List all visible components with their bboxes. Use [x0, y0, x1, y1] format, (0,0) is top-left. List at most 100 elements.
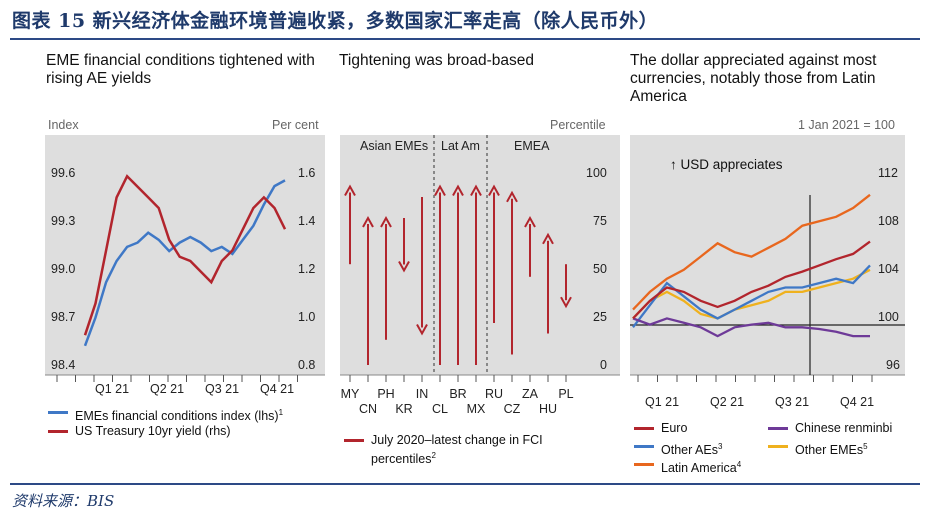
panel2-country-label: IN — [416, 387, 429, 401]
panel2-y-tick: 100 — [586, 166, 607, 180]
legend-swatch — [344, 439, 364, 442]
panel3-title: The dollar appreciated against most curr… — [630, 52, 877, 105]
panel2-y-tick: 25 — [593, 310, 607, 324]
panel1-right-tick: 1.0 — [298, 310, 315, 324]
panel3-y-tick: 108 — [878, 214, 899, 228]
panel3-x-tick: Q1 21 — [645, 395, 679, 409]
fci-arrow-in — [416, 197, 428, 336]
fci-arrow-ru — [488, 184, 500, 323]
panel2-group-label: Asian EMEs — [360, 139, 428, 153]
legend-label: Chinese renminbi — [795, 421, 893, 435]
panel2-country-label: BR — [449, 387, 466, 401]
panel3-line-latin-america — [632, 193, 871, 311]
fci-arrow-mx — [470, 184, 482, 365]
panel2-country-label: PL — [558, 387, 573, 401]
source-note: 资料来源：BIS — [12, 492, 115, 510]
panel1-eme-fci-line — [83, 179, 286, 347]
panel1-left-tick: 98.7 — [51, 310, 75, 324]
panel1-left-tick: 99.0 — [51, 262, 75, 276]
panel3-line-other-aes — [632, 264, 871, 328]
panel2-group-label: Lat Am — [441, 139, 480, 153]
legend-swatch — [634, 463, 654, 466]
panel2-title: Tightening was broad-based — [339, 52, 535, 69]
panel2-country-label: CL — [432, 402, 448, 415]
legend-swatch — [634, 427, 654, 430]
panel1-x-tick: Q3 21 — [205, 382, 239, 396]
panel1-left-tick: 98.4 — [51, 358, 75, 372]
fci-arrow-kr — [398, 218, 410, 273]
panel1-right-tick: 0.8 — [298, 358, 315, 372]
panel2-group-label: EMEA — [514, 139, 550, 153]
legend-note: 5 — [863, 442, 868, 451]
panel2-plot-area — [340, 135, 620, 375]
panel1-left-tick: 99.3 — [51, 214, 75, 228]
panel2-country-label: MY — [341, 387, 360, 401]
panel2-country-label: PH — [377, 387, 394, 401]
panel1-plot-area — [45, 135, 325, 375]
panel1-legend-eme-fci: EMEs financial conditions index (lhs)1 — [48, 405, 283, 424]
panel2-country-label: CZ — [504, 402, 521, 415]
panel1-title: EME financial conditions tightened with … — [46, 52, 315, 87]
legend-swatch — [634, 445, 654, 448]
panel2-y-tick: 50 — [593, 262, 607, 276]
panel3-x-tick: Q2 21 — [710, 395, 744, 409]
panel3-line-other-emes — [632, 268, 871, 320]
panel3-legend-euro: Euro — [634, 421, 687, 436]
legend-note: 3 — [717, 442, 723, 451]
fci-arrow-cz — [506, 190, 518, 355]
legend-swatch — [48, 411, 68, 414]
legend-swatch — [48, 430, 68, 433]
panel2-country-label: CN — [359, 402, 377, 415]
panel3-x-tick: Q3 21 — [775, 395, 809, 409]
panel1-legend-us-yield: US Treasury 10yr yield (rhs) — [48, 424, 231, 439]
panel2-chart: Asian EMEs Lat Am EMEA MY PH IN BR RU ZA PL CN K… — [340, 135, 620, 415]
panel1-right-tick: 1.6 — [298, 166, 315, 180]
legend-label: Other EMEs — [795, 443, 864, 458]
panel1-right-unit: Per cent — [272, 118, 319, 132]
panel1-right-tick: 1.2 — [298, 262, 315, 276]
legend-label: Latin America — [661, 461, 737, 476]
panel2-legend: July 2020–latest change in FCI percentil… — [344, 433, 584, 467]
panel1-us-yield-line — [83, 174, 287, 336]
panel1-right-tick: 1.4 — [298, 214, 315, 228]
panel3-x-tick: Q4 21 — [840, 395, 874, 409]
legend-label: July 2020–latest change in FCI percentil… — [371, 433, 543, 467]
panel2-country-label: MX — [467, 402, 486, 415]
footer-rule — [10, 483, 920, 485]
panel1-x-tick: Q4 21 — [260, 382, 294, 396]
panel3-right-unit: 1 Jan 2021 = 100 — [798, 118, 895, 132]
panel3-y-tick: 104 — [878, 262, 899, 276]
panel2-y-tick: 75 — [593, 214, 607, 228]
panel3-y-tick: 96 — [886, 358, 900, 372]
panel3-legend-other-emes: Other EMEs5 — [768, 439, 868, 458]
fci-arrow-za — [524, 215, 536, 277]
legend-label: EMEs financial conditions index (lhs) — [75, 409, 279, 424]
legend-label: Euro — [661, 421, 688, 435]
panel3-y-tick: 100 — [878, 310, 899, 324]
panel2-right-unit: Percentile — [550, 118, 606, 132]
panel1-x-tick: Q1 21 — [95, 382, 129, 396]
legend-note: 2 — [431, 451, 436, 460]
panel3-line-chinese-renminbi — [632, 317, 870, 338]
fci-arrow-cl — [434, 184, 446, 365]
panel1-x-tick: Q2 21 — [150, 382, 184, 396]
panel3-chart: ↑ USD appreciates 112 108 104 100 96 Q1 … — [630, 135, 905, 409]
figure-title: 图表 15 新兴经济体金融环境普遍收紧，多数国家汇率走高（除人民币外） — [12, 10, 659, 32]
legend-swatch — [768, 445, 788, 448]
fci-arrow-ph — [380, 215, 392, 340]
fci-arrow-hu — [542, 232, 554, 334]
fci-arrow-br — [452, 184, 464, 365]
legend-note: 1 — [278, 408, 284, 417]
panel3-legend-latin-america: Latin America4 — [634, 457, 741, 476]
panel3-legend-other-aes: Other AEs3 — [634, 439, 722, 458]
panel3-y-tick: 112 — [878, 166, 898, 180]
fci-arrow-cn — [362, 215, 374, 365]
panel3-annotation: ↑ USD appreciates — [670, 157, 783, 172]
legend-label: US Treasury 10yr yield (rhs) — [75, 424, 231, 438]
panel2-country-label: ZA — [522, 387, 539, 401]
panel3-line-euro — [632, 240, 871, 320]
panel2-country-label: HU — [539, 402, 557, 415]
panel2-country-label: RU — [485, 387, 503, 401]
panel3-legend-renminbi: Chinese renminbi — [768, 421, 892, 436]
panel1-left-tick: 99.6 — [51, 166, 75, 180]
